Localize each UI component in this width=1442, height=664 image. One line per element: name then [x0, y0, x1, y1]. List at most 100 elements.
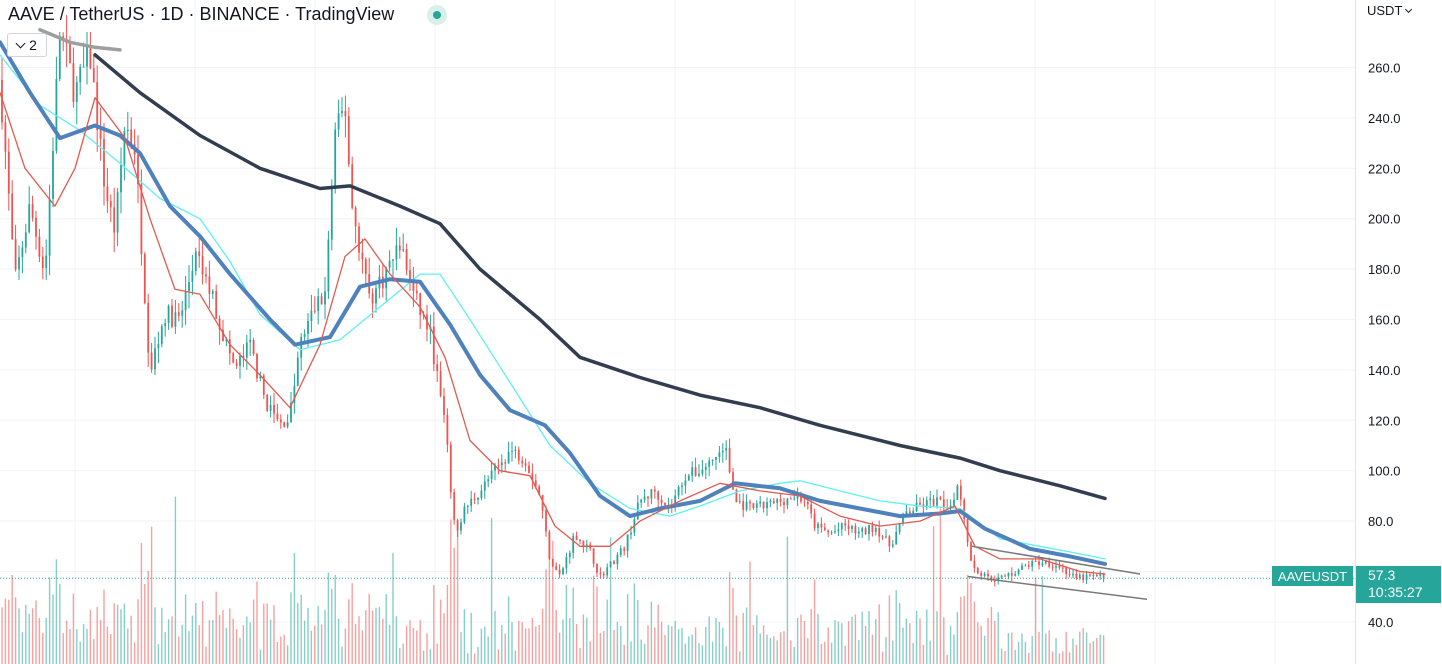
- candle-body: [728, 447, 731, 473]
- candle-body: [409, 270, 411, 283]
- volume-bar: [949, 625, 952, 664]
- candle-body: [290, 402, 292, 423]
- volume-bar: [694, 627, 697, 664]
- volume-bar: [494, 610, 496, 664]
- candle-body: [623, 548, 626, 551]
- candle-body: [895, 531, 898, 545]
- volume-bar: [769, 637, 772, 664]
- volume-bar: [558, 632, 561, 664]
- candle-body: [307, 320, 309, 334]
- candle-body: [463, 506, 466, 523]
- volume-bar: [817, 613, 819, 664]
- volume-bar: [130, 615, 132, 664]
- volume-bar: [640, 639, 642, 664]
- candle-body: [687, 475, 690, 481]
- candle-body: [273, 404, 275, 414]
- candle-body: [864, 528, 867, 534]
- volume-bar: [215, 591, 217, 664]
- market-status-icon[interactable]: [427, 5, 447, 25]
- candle-body: [150, 352, 153, 370]
- volume-bar: [501, 625, 503, 664]
- volume-bar: [65, 620, 68, 664]
- volume-bar: [701, 645, 704, 664]
- volume-bar: [783, 631, 785, 664]
- candle-body: [915, 502, 918, 512]
- candle-body: [456, 520, 459, 531]
- symbol-quote[interactable]: TetherUS: [69, 4, 145, 24]
- candle-body: [541, 495, 544, 511]
- volume-bar: [735, 615, 738, 664]
- candle-body: [194, 251, 197, 271]
- candle-body: [745, 501, 748, 510]
- candle-body: [310, 310, 313, 321]
- volume-bar: [977, 622, 979, 664]
- volume-bar: [337, 618, 340, 664]
- volume-bar: [116, 604, 119, 664]
- volume-bar: [181, 624, 183, 664]
- volume-bar: [667, 625, 670, 664]
- candle-body: [759, 501, 762, 504]
- candle-body: [143, 254, 146, 303]
- volume-bar: [235, 629, 238, 664]
- candle-body: [494, 465, 496, 471]
- candle-body: [259, 375, 262, 379]
- volume-bar: [242, 625, 245, 664]
- volume-bar: [38, 617, 41, 664]
- chart-header[interactable]: AAVE / TetherUS · 1D · BINANCE · Trading…: [8, 4, 394, 25]
- candle-body: [796, 495, 799, 499]
- volume-bar: [725, 646, 727, 664]
- candle-body: [35, 217, 37, 237]
- candle-body: [79, 66, 82, 83]
- volume-bar: [688, 636, 690, 664]
- last-price-value: 57.3: [1368, 567, 1396, 583]
- candle-body: [269, 404, 272, 411]
- volume-bar: [388, 624, 391, 664]
- price-tick-label: 40.0: [1368, 615, 1393, 630]
- price-axis-border: [1355, 0, 1356, 664]
- candle-body: [239, 355, 241, 366]
- trendlines[interactable]: [967, 545, 1148, 600]
- volume-bar: [885, 637, 887, 664]
- candle-body: [511, 450, 513, 452]
- volume-bar: [922, 644, 925, 664]
- volume-bar: [650, 601, 653, 664]
- candle-body: [347, 116, 350, 165]
- volume-bar: [504, 633, 506, 664]
- trendline: [967, 575, 1148, 600]
- candle-body: [453, 492, 456, 521]
- moving-average-line: [0, 54, 1106, 560]
- volume-bar: [953, 634, 955, 664]
- candle-body: [776, 499, 779, 503]
- volume-bar: [11, 574, 13, 664]
- candle-body: [147, 302, 150, 353]
- candle-body: [721, 450, 724, 453]
- candle-body: [1058, 565, 1061, 568]
- volume-bar: [548, 545, 551, 664]
- currency-selector[interactable]: USDT: [1367, 3, 1413, 18]
- candle-body: [137, 154, 139, 184]
- candle-body: [507, 451, 510, 464]
- candle-body: [470, 498, 473, 506]
- volume-bar: [25, 604, 27, 664]
- candle-body: [103, 138, 105, 187]
- volume-bar: [456, 520, 459, 664]
- volume-bar: [830, 642, 833, 664]
- candle-body: [415, 290, 418, 294]
- candle-body: [970, 542, 972, 561]
- volume-bar: [1089, 643, 1091, 664]
- volume-bar: [351, 583, 353, 664]
- volume-bar: [62, 633, 64, 664]
- candle-body: [395, 245, 398, 260]
- indicators-toggle-button[interactable]: 2: [7, 33, 47, 57]
- candle-body: [949, 505, 952, 508]
- candle-body: [460, 522, 462, 531]
- volume-bar: [392, 552, 394, 664]
- candle-body: [52, 150, 54, 200]
- volume-bar: [766, 634, 768, 664]
- volume-bar: [487, 636, 489, 664]
- volume-bar: [310, 630, 313, 664]
- volume-bar: [59, 583, 61, 664]
- candle-body: [490, 470, 493, 480]
- symbol-base[interactable]: AAVE: [8, 4, 55, 24]
